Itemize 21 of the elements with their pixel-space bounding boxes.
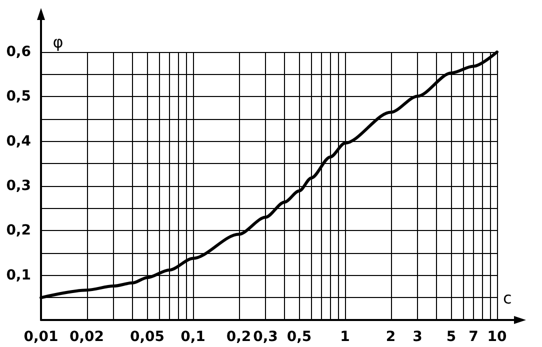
x-tick-label: 0,1 <box>180 329 206 345</box>
x-tick-label: 10 <box>487 329 507 345</box>
x-tick-label: 3 <box>412 329 422 345</box>
y-axis-title: φ <box>52 32 64 52</box>
y-tick-label: 0,1 <box>6 267 31 284</box>
x-tick-label: 0,2 <box>226 329 252 345</box>
y-tick-label: 0,4 <box>6 133 32 150</box>
x-tick-label: 5 <box>446 329 456 345</box>
y-tick-label: 0,6 <box>6 44 31 60</box>
y-tick-label: 0,3 <box>6 178 31 194</box>
y-tick-label: 0,2 <box>6 222 31 239</box>
x-tick-label: 2 <box>386 329 396 345</box>
x-axis-title: c <box>503 288 512 308</box>
x-tick-label: 7 <box>468 329 478 345</box>
x-tick-label: 0,02 <box>69 329 104 345</box>
x-tick-label: 0,01 <box>24 329 58 345</box>
x-tick-label: 1 <box>340 329 350 345</box>
x-tick-label: 0,05 <box>130 329 165 345</box>
x-tick-label: 0,3 <box>253 329 278 345</box>
y-tick-label: 0,5 <box>6 88 31 105</box>
x-tick-label: 0,5 <box>286 329 312 345</box>
